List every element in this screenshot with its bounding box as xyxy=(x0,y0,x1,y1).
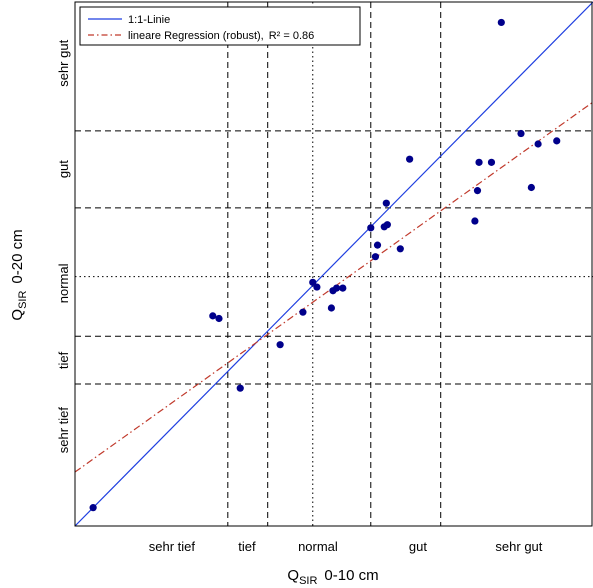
data-point-2 xyxy=(209,312,217,320)
x-class-label-2: tief xyxy=(238,539,256,554)
data-point-29 xyxy=(553,137,561,145)
legend-label-regression: lineare Regression (robust), R² = 0.86 xyxy=(128,30,314,42)
y-class-labels: sehr tief tief normal gut sehr gut xyxy=(56,39,71,453)
data-point-18 xyxy=(383,221,391,229)
y-class-label-2: tief xyxy=(56,351,71,369)
data-point-20 xyxy=(406,155,414,163)
data-point-6 xyxy=(299,308,307,316)
data-point-14 xyxy=(371,253,380,261)
y-axis-title: QSIR0-20 cm xyxy=(9,229,29,320)
data-point-27 xyxy=(527,183,535,192)
legend: 1:1-Linie lineare Regression (robust), R²… xyxy=(79,6,361,46)
data-point-7 xyxy=(309,278,317,286)
data-point-25 xyxy=(497,18,505,27)
y-class-label-4: gut xyxy=(56,160,71,178)
x-axis-title: QSIR 0-10 cm xyxy=(287,567,378,587)
data-point-13 xyxy=(367,224,375,232)
regression-line xyxy=(74,101,593,473)
x-class-label-1: sehr tief xyxy=(149,539,196,554)
legend-regression-r2: R² = 0.86 xyxy=(269,30,315,42)
x-class-labels: sehr tief tief normal gut sehr gut xyxy=(149,539,543,554)
data-point-5 xyxy=(276,341,284,349)
x-class-label-3: normal xyxy=(298,539,338,554)
legend-regression-name: lineare Regression (robust), xyxy=(128,30,264,42)
data-point-28 xyxy=(534,140,542,148)
data-point-9 xyxy=(327,304,336,312)
data-point-23 xyxy=(475,158,483,166)
class-boundaries xyxy=(75,2,593,526)
data-point-26 xyxy=(517,129,525,138)
data-point-24 xyxy=(487,158,496,166)
series-lines xyxy=(74,1,593,527)
y-class-label-5: sehr gut xyxy=(56,39,71,86)
legend-label-1-1-line: 1:1-Linie xyxy=(128,14,170,26)
data-point-1 xyxy=(89,504,97,512)
data-point-4 xyxy=(236,384,244,392)
data-point-19 xyxy=(396,245,404,253)
x-class-label-5: sehr gut xyxy=(495,539,542,554)
y-class-label-1: sehr tief xyxy=(56,407,71,454)
plot-frame xyxy=(74,1,593,527)
data-point-11 xyxy=(332,284,341,292)
y-class-label-3: normal xyxy=(56,263,71,303)
data-point-3 xyxy=(215,314,223,323)
data-point-8 xyxy=(313,283,321,291)
one-to-one-line xyxy=(74,1,593,527)
data-point-12 xyxy=(339,284,347,292)
data-points xyxy=(89,18,561,512)
data-point-17 xyxy=(382,199,390,207)
legend-box xyxy=(79,6,361,46)
data-point-22 xyxy=(473,187,482,195)
data-point-15 xyxy=(373,241,382,249)
x-class-label-4: gut xyxy=(409,539,427,554)
data-point-21 xyxy=(471,217,479,225)
